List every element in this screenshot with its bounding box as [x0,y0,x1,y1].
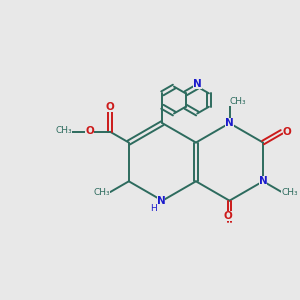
Text: CH₃: CH₃ [55,126,72,135]
Text: O: O [224,212,232,221]
Text: CH₃: CH₃ [281,188,298,197]
Text: N: N [194,79,202,89]
Text: CH₃: CH₃ [94,188,110,197]
Text: O: O [106,102,115,112]
Text: N: N [157,196,165,206]
Text: N: N [259,176,267,186]
Text: H: H [150,204,157,213]
Text: CH₃: CH₃ [229,97,246,106]
Text: O: O [85,126,94,136]
Text: N: N [225,118,234,128]
Text: O: O [283,127,292,137]
